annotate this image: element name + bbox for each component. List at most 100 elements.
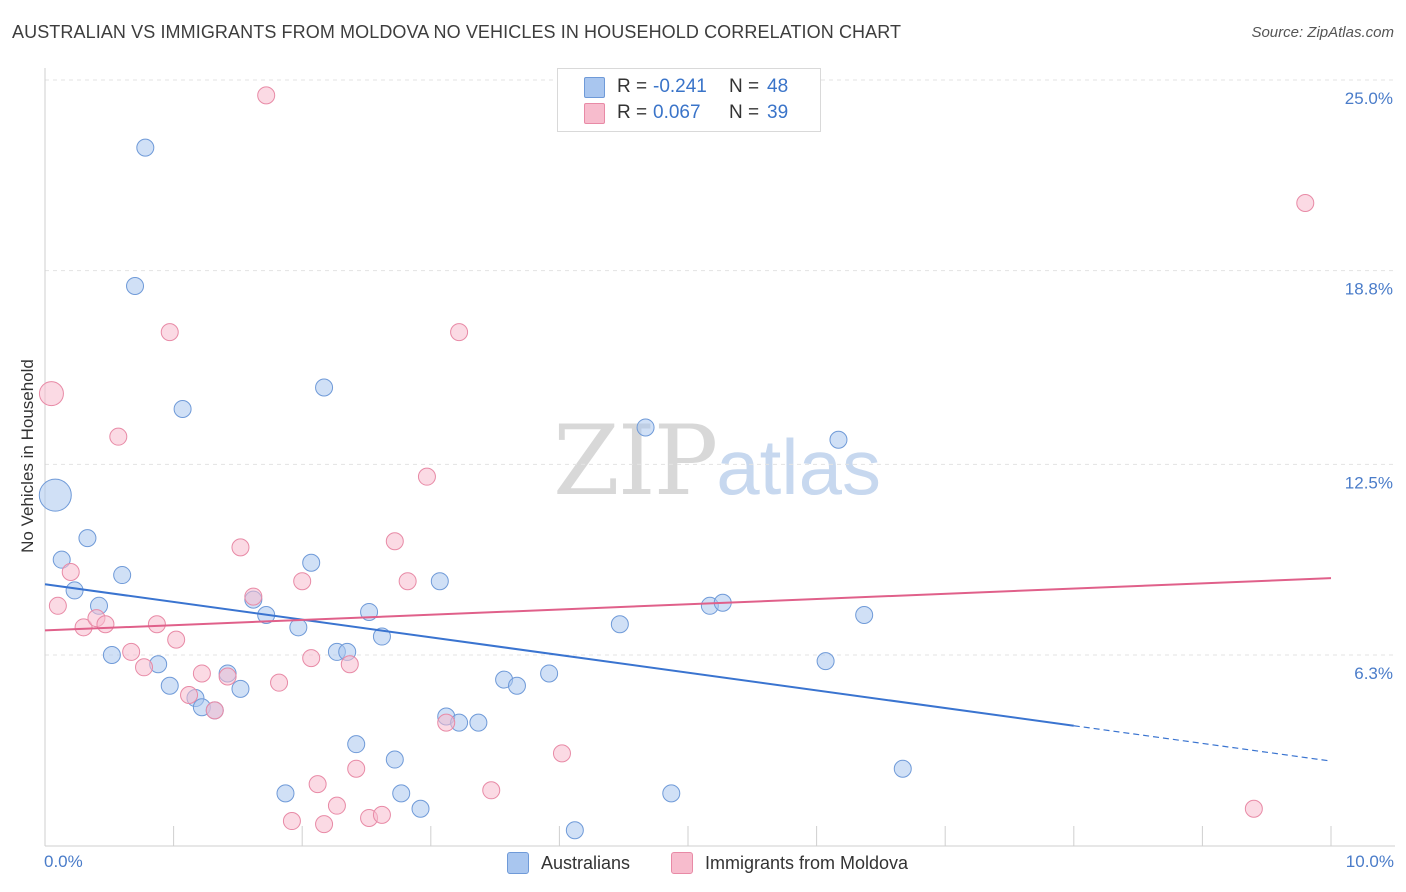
australians-point [507,676,526,695]
australians-point [662,784,681,803]
moldova-point [96,615,115,634]
watermark-zip: ZIP [553,405,718,517]
australians-trendline [44,583,1074,727]
series-swatch-moldova [671,852,693,874]
australians-point [276,784,295,803]
watermark-atlas: atlas [716,423,881,511]
moldova-point [1296,193,1315,212]
moldova-point [270,673,289,692]
australians-point [816,652,835,671]
australians-point [347,735,366,754]
australians-point [411,799,430,818]
australians-point [315,378,334,397]
y-tick-label: 25.0% [1345,89,1393,108]
australians-point [469,713,488,732]
chart-title: AUSTRALIAN VS IMMIGRANTS FROM MOLDOVA NO… [12,22,902,42]
moldova-point [282,812,301,831]
australians-point [126,277,145,296]
x-tick-label-max: 10.0% [1345,852,1394,871]
moldova-point [231,538,250,557]
series-label-moldova: Immigrants from Moldova [705,852,909,873]
australians-point [302,553,321,572]
moldova-point [293,572,312,591]
moldova-point [308,775,327,794]
moldova-point [74,618,93,637]
moldova-point [244,587,263,606]
moldova-point [61,562,80,581]
legend-swatch-australians [584,76,605,98]
australians-point [160,676,179,695]
legend-r-value: -0.241 [653,76,707,97]
moldova-point [482,781,501,800]
moldova-point [109,427,128,446]
moldova-point [167,630,186,649]
moldova-point [122,642,141,661]
moldova-point [315,815,334,834]
australians-trendline-extension [1073,725,1332,762]
australians-point [173,400,192,419]
legend-swatch-moldova [584,102,605,124]
legend-r-value: 0.067 [653,102,701,123]
australians-point [430,572,449,591]
australians-point [78,529,97,548]
moldova-point [48,596,67,615]
australians-point [392,784,411,803]
moldova-point [160,323,179,342]
series-legend-australians[interactable]: Australians [507,852,630,874]
legend-n-label: N = [729,102,760,123]
australians-point [231,679,250,698]
moldova-point [257,86,276,105]
moldova-point [417,467,436,486]
australians-point [52,550,71,569]
correlation-legend: R = -0.241 N = 48 R = 0.067 N = 39 [557,68,821,132]
series-label-australians: Australians [541,852,631,873]
australians-point [565,821,584,840]
legend-n-value: 39 [767,102,789,123]
moldova-point [1244,799,1263,818]
moldova-point [340,655,359,674]
moldova-point [385,532,404,551]
series-legend-moldova[interactable]: Immigrants from Moldova [671,852,908,874]
moldova-point [552,744,571,763]
y-tick-label: 18.8% [1345,280,1393,299]
moldova-point [38,381,64,407]
legend-r-label: R = [617,102,648,123]
moldova-point [180,685,199,704]
legend-n-value: 48 [767,76,789,97]
moldova-point [450,323,469,342]
australians-point [289,618,308,637]
moldova-point [327,796,346,815]
australians-point [385,750,404,769]
australians-point [65,581,84,600]
legend-row-australians: R = -0.241 N = 48 [584,75,788,99]
source-label: Source: ZipAtlas.com [1251,24,1394,41]
australians-point [102,646,121,664]
australians-point [372,627,391,646]
australians-point [893,759,912,778]
moldova-point [147,615,166,634]
series-legend: Australians Immigrants from Moldova [0,852,1406,878]
moldova-point [372,805,391,824]
australians-point [829,430,848,449]
legend-n-label: N = [729,76,760,97]
australians-point [855,606,874,625]
moldova-point [437,713,456,732]
series-swatch-australians [507,852,529,874]
y-tick-label: 6.3% [1354,664,1393,683]
australians-point [610,615,629,634]
moldova-point [192,664,211,683]
legend-r-label: R = [617,76,648,97]
moldova-point [218,667,237,686]
watermark: ZIPatlas [553,405,881,517]
moldova-point [135,658,154,677]
x-tick-label-min: 0.0% [44,852,83,871]
australians-point [540,664,559,683]
moldova-point [205,701,224,720]
y-tick-label: 12.5% [1345,473,1393,492]
australians-point [113,566,132,585]
moldova-point [302,649,321,668]
moldova-point [347,759,366,778]
australians-point [136,138,155,157]
legend-row-moldova: R = 0.067 N = 39 [584,101,788,125]
